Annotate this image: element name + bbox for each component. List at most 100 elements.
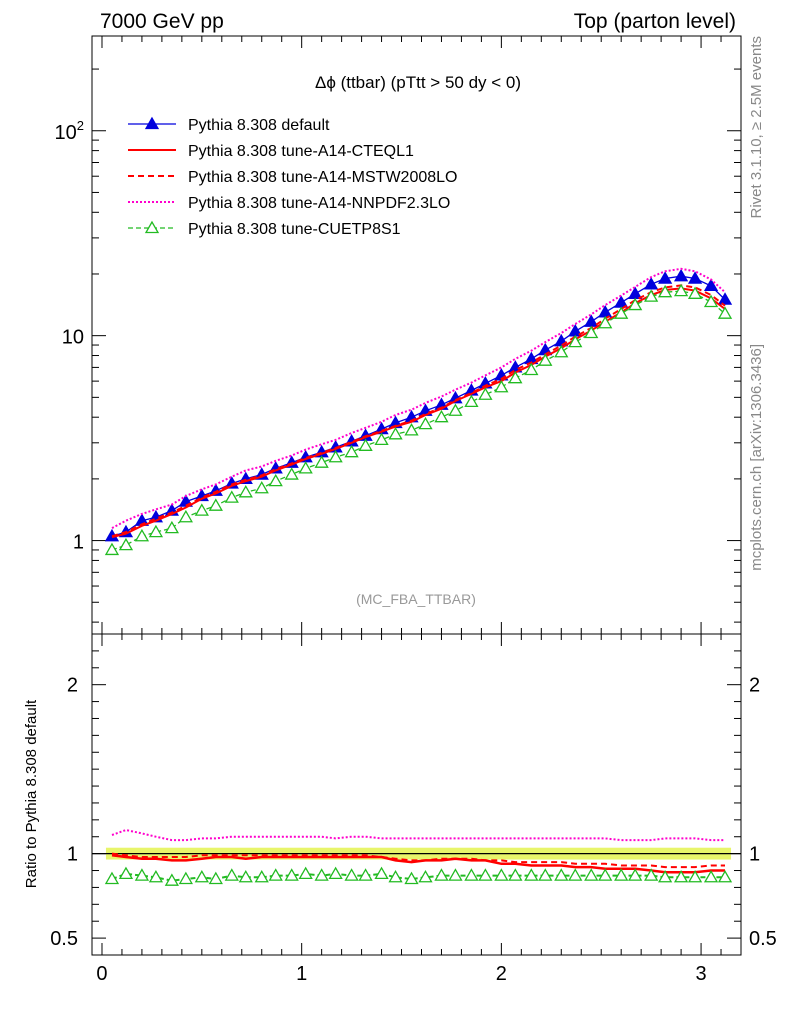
header-left: 7000 GeV pp [100,10,224,33]
legend-marker [144,116,160,130]
ratio-point [344,868,359,881]
ratio-point [164,873,179,886]
ratio-y-tick-label-right: 2 [749,675,760,697]
ratio-point [657,869,673,883]
data-point [568,334,583,348]
ratio-point [628,868,643,881]
ratio-y-tick-label: 0.5 [50,928,78,950]
data-point [584,325,599,339]
data-point [134,528,150,542]
ratio-point [673,869,689,883]
series-line-2 [111,284,726,538]
ratio-point [374,866,389,880]
x-tick-label: 3 [695,963,706,985]
ratio-point [687,869,703,883]
ratio-point [464,868,479,881]
x-tick-label: 1 [296,963,307,985]
ratio-point [717,869,733,883]
legend-label: Pythia 8.308 default [188,117,330,134]
data-point [284,467,299,480]
data-point [687,271,703,284]
ratio-point [494,868,509,881]
ratio-y-tick-label: 1 [67,844,78,866]
ratio-point [524,868,539,881]
data-point [628,297,643,311]
data-point [268,473,283,487]
ratio-point [448,868,463,881]
data-point [644,289,659,302]
ratio-point [284,868,299,881]
data-point [717,306,733,319]
series-line-3 [111,267,726,529]
data-point [598,305,613,318]
ratio-point [104,871,120,885]
data-point [404,423,419,436]
data-point [614,306,629,319]
ratio-y-label: Ratio to Pythia 8.308 default [23,699,40,888]
ratio-plot: 0.5 0.5 1 1 2 2 0 1 2 3 [50,622,777,985]
legend-marker [144,220,160,234]
data-point [717,292,733,305]
legend-label: Pythia 8.308 tune-A14-MSTW2008LO [188,169,457,186]
main-y-tick-label: 102 [55,118,84,144]
ratio-point [404,871,419,885]
data-point [418,416,433,430]
ratio-y-tick-label-right: 1 [749,844,760,866]
ratio-point [614,868,629,881]
data-point [673,268,689,282]
ratio-point [478,868,493,881]
data-point [178,509,193,523]
ratio-point [328,866,343,880]
ratio-point [194,869,209,883]
ratio-point [358,868,373,881]
ratio-point [554,868,569,881]
data-point [388,427,403,440]
x-tick-label: 0 [96,963,107,985]
data-point [687,286,703,299]
data-point [494,379,509,393]
ratio-point [208,871,223,885]
data-point [554,333,569,347]
data-point [554,344,569,358]
data-point [314,455,329,468]
ratio-point [178,871,193,885]
data-point [374,432,389,446]
ratio-point [434,868,449,881]
data-point [478,387,493,400]
data-point [538,353,553,366]
x-tick-label: 2 [496,963,507,985]
data-point [164,520,179,534]
data-point [358,438,373,451]
ratio-point [118,866,134,880]
data-point [104,542,120,556]
ratio-point [644,868,659,881]
ratio-point [568,868,583,881]
data-point [703,278,719,292]
ratio-frame [91,633,742,956]
ratio-point [148,869,164,883]
ratio-point [584,868,599,881]
data-point [254,480,269,494]
data-point [508,370,523,384]
ratio-line-0 [111,854,725,874]
data-point [673,283,689,297]
analysis-tag: (MC_FBA_TTBAR) [356,591,476,607]
main-plot: 1 10 102 [55,35,742,635]
ratio-y-tick-label-right: 0.5 [749,928,777,950]
ratio-point [298,866,313,880]
ratio-line-1 [111,852,725,869]
mcplots-label: mcplots.cern.ch [arXiv:1306.3436] [748,344,765,571]
ratio-point [388,869,403,883]
series-line-4 [111,290,726,551]
data-point [328,449,343,463]
ratio-point [238,869,253,883]
data-point [644,277,659,290]
legend-label: Pythia 8.308 tune-CUETP8S1 [188,221,401,238]
data-point [224,490,239,503]
header-right: Top (parton level) [574,10,736,33]
legend: Pythia 8.308 default Pythia 8.308 tune-A1… [128,116,457,238]
data-point [657,271,673,284]
ratio-point [314,868,329,881]
ratio-point [254,869,269,883]
